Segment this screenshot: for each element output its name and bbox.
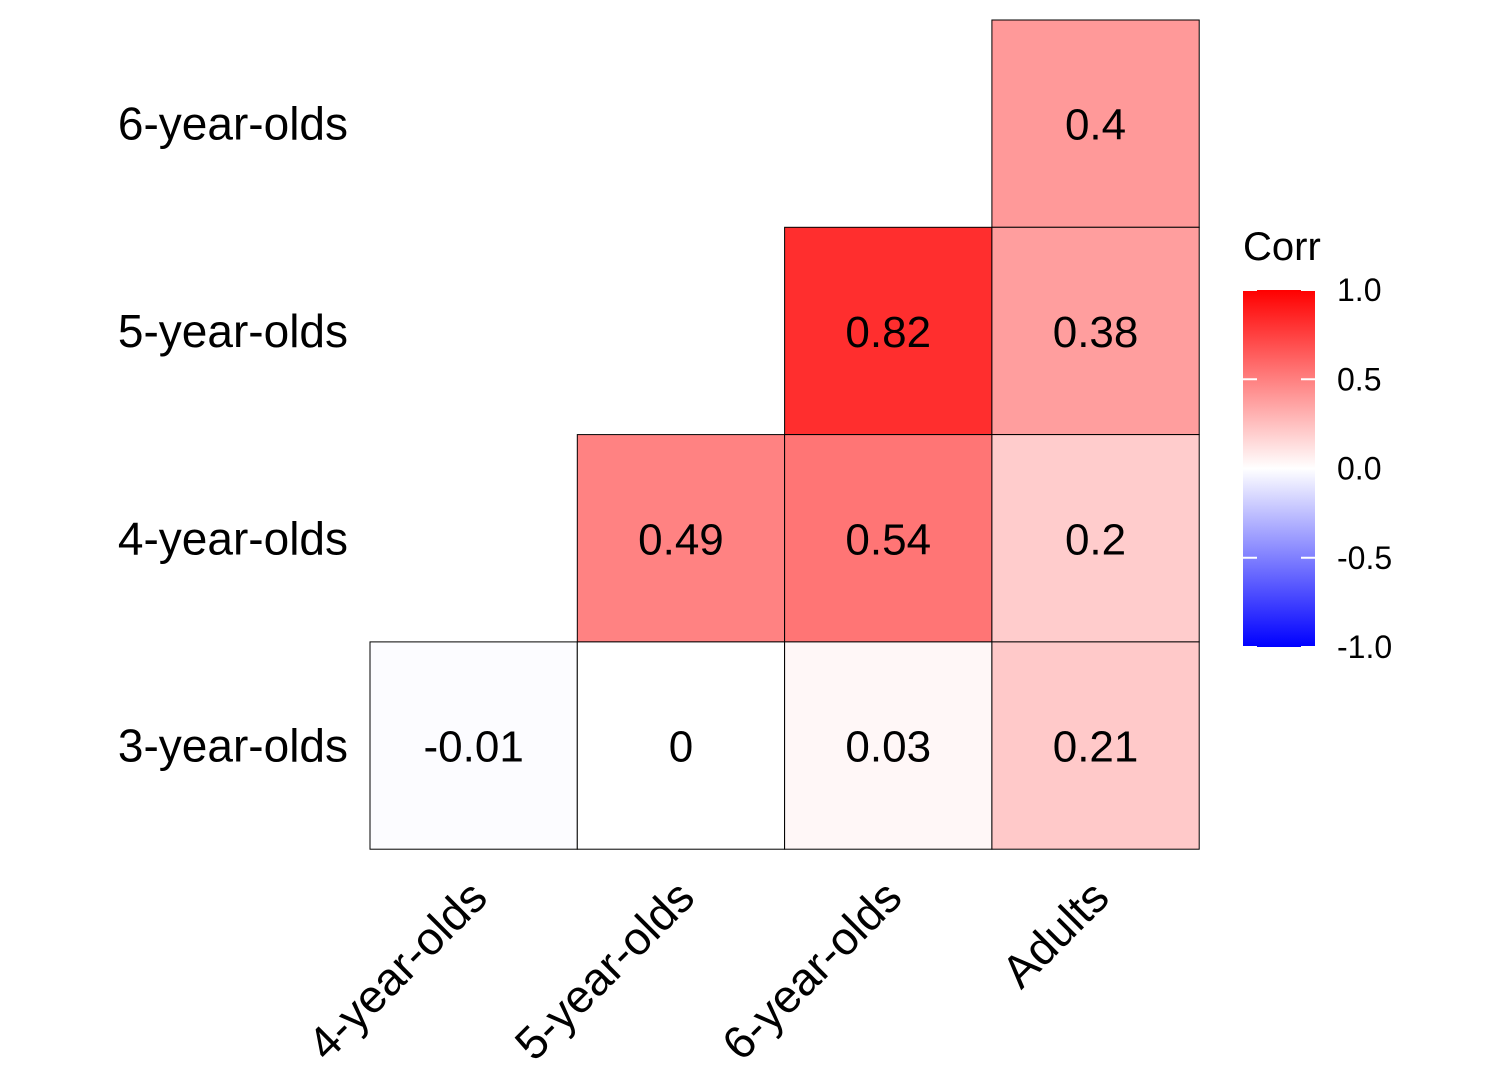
- column-label-6-year-olds: 6-year-olds: [712, 870, 911, 1069]
- column-label-5-year-olds: 5-year-olds: [505, 870, 704, 1069]
- cell-value-label: 0.2: [1065, 515, 1126, 564]
- column-label-4-year-olds: 4-year-olds: [297, 870, 496, 1069]
- cell-value-label: 0: [669, 723, 693, 772]
- legend-tick-label: 0.5: [1337, 361, 1381, 397]
- heatmap-cell-3-year-olds-6-year-olds: [784, 641, 993, 850]
- cell-value-label: 0.4: [1065, 101, 1126, 150]
- legend-title: Corr: [1243, 225, 1321, 269]
- heatmap-cell-6-year-olds-adults: [991, 19, 1200, 228]
- heatmap-cell-5-year-olds-adults: [991, 226, 1200, 436]
- heatmap-cell-3-year-olds-adults: [991, 641, 1200, 850]
- cell-value-label: 0.03: [845, 723, 931, 772]
- heatmap-cell-4-year-olds-adults: [991, 434, 1200, 643]
- row-labels: 6-year-olds 5-year-olds 4-year-olds 3-year-…: [118, 98, 348, 772]
- legend: Corr 1.0 0.5 0.0 -0.5 -1.0: [1243, 225, 1392, 665]
- heatmap-cell-3-year-olds-4-year-olds: [369, 641, 578, 850]
- legend-tick-label: -0.5: [1337, 540, 1392, 576]
- cell-value-label: 0.21: [1053, 723, 1139, 772]
- heatmap-cell-3-year-olds-5-year-olds: [576, 641, 786, 850]
- column-label-adults: Adults: [991, 870, 1118, 997]
- heatmap-cell-4-year-olds-5-year-olds: [576, 434, 786, 643]
- column-labels: 4-year-olds 5-year-olds 6-year-olds Adults: [297, 870, 1118, 1069]
- row-label-3-year-olds: 3-year-olds: [118, 720, 348, 772]
- row-label-4-year-olds: 4-year-olds: [118, 512, 348, 564]
- cell-value-label: 0.82: [845, 308, 931, 357]
- legend-tick-label: -1.0: [1337, 629, 1392, 665]
- cell-value-label: 0.49: [638, 515, 724, 564]
- cell-value-label: -0.01: [424, 723, 524, 772]
- legend-tick-label: 1.0: [1337, 272, 1381, 308]
- heatmap-cells: 0.4 0.82 0.38 0.49 0.54 0.2 -0.01 0 0.03 0.21: [369, 19, 1200, 850]
- cell-value-label: 0.38: [1053, 308, 1139, 357]
- legend-tick-label: 0.0: [1337, 451, 1381, 487]
- row-label-5-year-olds: 5-year-olds: [118, 305, 348, 357]
- heatmap-cell-4-year-olds-6-year-olds: [784, 434, 993, 643]
- cell-value-label: 0.54: [845, 515, 931, 564]
- heatmap-cell-5-year-olds-6-year-olds: [784, 226, 993, 436]
- legend-ticks: 1.0 0.5 0.0 -0.5 -1.0: [1243, 272, 1392, 665]
- row-label-6-year-olds: 6-year-olds: [118, 98, 348, 150]
